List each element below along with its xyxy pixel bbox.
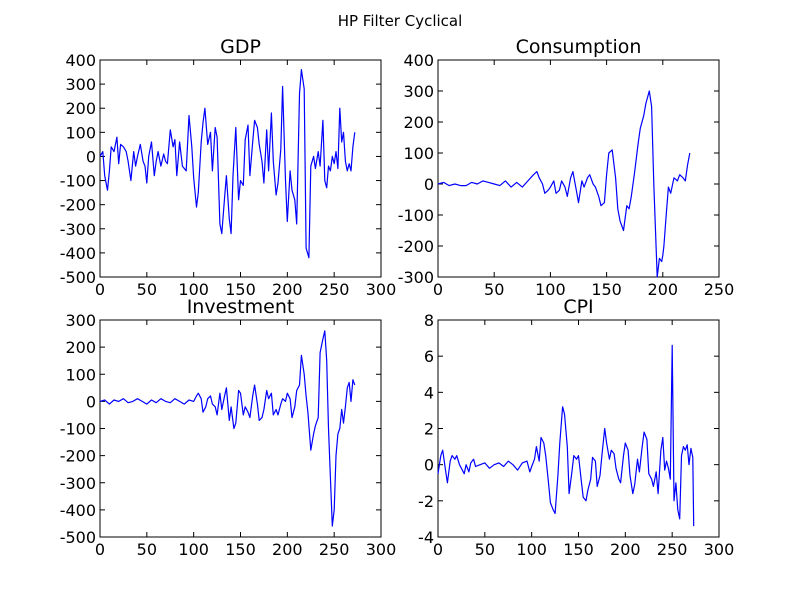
x-tick-label: 200 xyxy=(272,280,303,299)
x-tick-label: 250 xyxy=(704,280,735,299)
panel-title-consumption: Consumption xyxy=(516,36,642,58)
y-tick-label: -200 xyxy=(398,237,434,256)
series-line-investment xyxy=(99,330,356,527)
x-tick-label: 200 xyxy=(272,540,303,559)
y-tick-label: -300 xyxy=(60,474,96,493)
panel-gdp: GDP 0 50 100 150 200 250 300 -500 -400 -300 -200 -10… xyxy=(60,36,397,299)
x-tick-label: 300 xyxy=(366,540,397,559)
x-tick-label: 50 xyxy=(137,280,157,299)
y-tick-label: 4 xyxy=(424,383,434,402)
y-tick-label: 400 xyxy=(65,51,96,70)
x-tick-label: 200 xyxy=(648,280,679,299)
y-tick-label: 300 xyxy=(65,75,96,94)
x-tick-label: 100 xyxy=(178,280,209,299)
series-line-consumption xyxy=(437,90,691,278)
y-tick-label: 0 xyxy=(424,456,434,475)
series-line-gdp xyxy=(99,68,356,259)
y-tick-label: 100 xyxy=(65,365,96,384)
panel-title-cpi: CPI xyxy=(563,296,593,318)
y-tick-label: 300 xyxy=(65,311,96,330)
y-tick-label: -100 xyxy=(60,172,96,191)
x-tick-label: 300 xyxy=(366,280,397,299)
x-tick-label: 150 xyxy=(563,540,594,559)
x-tick-label: 50 xyxy=(137,540,157,559)
x-tick-label: 50 xyxy=(484,280,504,299)
x-tick-label: 100 xyxy=(516,540,547,559)
panel-investment: Investment 0 50 100 150 200 250 300 -500 -400 -300… xyxy=(60,296,397,559)
x-tick-label: 0 xyxy=(95,280,105,299)
y-tick-label: 100 xyxy=(403,144,434,163)
x-tick-label: 250 xyxy=(657,540,688,559)
y-tick-label: -400 xyxy=(60,501,96,520)
x-tick-label: 150 xyxy=(225,280,256,299)
y-tick-label: -2 xyxy=(418,492,434,511)
panel-consumption: Consumption 0 50 100 150 200 250 -300 -200 -100 0 1… xyxy=(398,36,735,299)
plot-area-consumption xyxy=(437,59,720,278)
series-line-cpi xyxy=(437,344,695,527)
x-tick-label: 50 xyxy=(475,540,495,559)
panel-title-gdp: GDP xyxy=(220,36,261,58)
y-tick-label: 0 xyxy=(424,175,434,194)
panel-title-investment: Investment xyxy=(187,296,295,318)
plot-area-gdp xyxy=(99,59,382,278)
x-tick-label: 100 xyxy=(178,540,209,559)
y-tick-label: 6 xyxy=(424,347,434,366)
y-tick-label: -100 xyxy=(398,206,434,225)
y-tick-label: -500 xyxy=(60,268,96,287)
x-tick-label: 200 xyxy=(610,540,641,559)
x-tick-label: 150 xyxy=(225,540,256,559)
x-tick-label: 100 xyxy=(535,280,566,299)
y-tick-label: -400 xyxy=(60,244,96,263)
y-tick-label: 100 xyxy=(65,123,96,142)
x-tick-label: 250 xyxy=(319,280,350,299)
x-tick-label: 0 xyxy=(433,280,443,299)
x-tick-label: 0 xyxy=(433,540,443,559)
y-tick-label: 2 xyxy=(424,420,434,439)
y-tick-label: -500 xyxy=(60,528,96,547)
y-tick-label: 200 xyxy=(403,113,434,132)
x-tick-label: 0 xyxy=(95,540,105,559)
y-tick-label: -300 xyxy=(60,220,96,239)
panel-cpi: CPI 0 50 100 150 200 250 300 -4 -2 0 2 4 6 8 xyxy=(418,296,734,559)
y-tick-label: -300 xyxy=(398,268,434,287)
y-tick-label: 400 xyxy=(403,51,434,70)
y-tick-label: -200 xyxy=(60,196,96,215)
y-tick-label: -200 xyxy=(60,447,96,466)
y-tick-label: -100 xyxy=(60,420,96,439)
x-tick-label: 250 xyxy=(319,540,350,559)
y-tick-label: 0 xyxy=(86,392,96,411)
figure-suptitle: HP Filter Cyclical xyxy=(338,12,463,30)
x-tick-label: 150 xyxy=(591,280,622,299)
y-tick-label: 300 xyxy=(403,82,434,101)
y-tick-label: 8 xyxy=(424,311,434,330)
y-tick-label: 0 xyxy=(86,147,96,166)
y-tick-label: -4 xyxy=(418,528,434,547)
x-tick-label: 300 xyxy=(704,540,735,559)
y-tick-label: 200 xyxy=(65,99,96,118)
plot-area-investment xyxy=(99,319,382,538)
y-tick-label: 200 xyxy=(65,338,96,357)
